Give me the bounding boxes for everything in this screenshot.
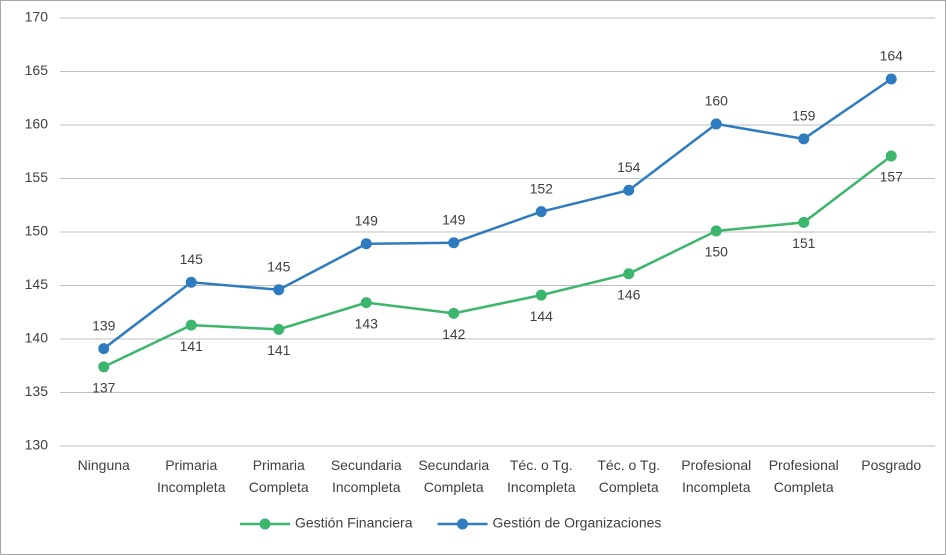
x-tick-label: Secundaria Completa	[418, 457, 489, 495]
x-tick-label: Téc. o Tg. Completa	[597, 457, 660, 495]
x-tick-label: Profesional Completa	[769, 457, 839, 495]
data-label: 139	[92, 317, 116, 333]
data-point	[273, 323, 285, 335]
data-label: 143	[355, 315, 379, 331]
x-tick-label: Ninguna	[78, 457, 130, 473]
data-label: 145	[180, 251, 204, 267]
y-tick-label: 130	[25, 437, 49, 453]
x-tick-label: Primaria Incompleta	[157, 457, 226, 495]
data-point	[623, 268, 635, 280]
data-point	[273, 284, 285, 296]
data-point	[360, 297, 372, 309]
data-point	[623, 184, 635, 196]
legend-marker	[457, 518, 469, 530]
data-label: 144	[530, 308, 554, 324]
data-label: 157	[880, 169, 904, 185]
data-point	[710, 225, 722, 237]
data-point	[885, 150, 897, 162]
data-point	[710, 118, 722, 130]
data-label: 146	[617, 286, 641, 302]
data-point	[535, 289, 547, 301]
legend-label: Gestión de Organizaciones	[493, 515, 662, 531]
data-label: 164	[880, 48, 904, 64]
data-label: 159	[792, 108, 816, 124]
data-point	[885, 73, 897, 85]
data-point	[535, 206, 547, 218]
y-tick-label: 135	[25, 383, 49, 399]
data-point	[798, 133, 810, 145]
data-label: 150	[705, 244, 729, 260]
data-label: 141	[180, 338, 204, 354]
data-label: 141	[267, 342, 291, 358]
data-point	[448, 307, 460, 319]
data-label: 160	[705, 93, 729, 109]
y-tick-label: 170	[25, 9, 49, 25]
data-label: 151	[792, 235, 816, 251]
data-label: 145	[267, 258, 291, 274]
data-label: 137	[92, 380, 116, 396]
x-tick-label: Posgrado	[861, 457, 921, 473]
y-tick-label: 150	[25, 223, 49, 239]
legend-label: Gestión Financiera	[295, 515, 413, 531]
series-line	[102, 77, 892, 350]
data-label: 149	[355, 212, 379, 228]
data-point	[360, 238, 372, 250]
y-tick-label: 165	[25, 62, 49, 78]
x-tick-label: Secundaria Incompleta	[331, 457, 402, 495]
series-line	[103, 155, 893, 368]
data-label: 154	[617, 159, 641, 175]
data-label: 149	[442, 211, 466, 227]
y-tick-label: 160	[25, 116, 49, 132]
y-tick-label: 140	[25, 330, 49, 346]
data-point	[185, 319, 197, 331]
data-point	[98, 361, 110, 373]
data-point	[98, 343, 110, 355]
y-tick-label: 145	[25, 276, 49, 292]
x-tick-label: Profesional Incompleta	[681, 457, 751, 495]
data-label: 142	[442, 326, 466, 342]
legend-marker	[259, 518, 271, 530]
data-point	[448, 237, 460, 249]
x-tick-label: Primaria Completa	[249, 457, 309, 495]
x-tick-label: Téc. o Tg. Incompleta	[507, 457, 576, 495]
data-point	[185, 276, 197, 288]
data-point	[798, 216, 810, 228]
data-label: 152	[530, 180, 554, 196]
y-tick-label: 155	[25, 169, 49, 185]
